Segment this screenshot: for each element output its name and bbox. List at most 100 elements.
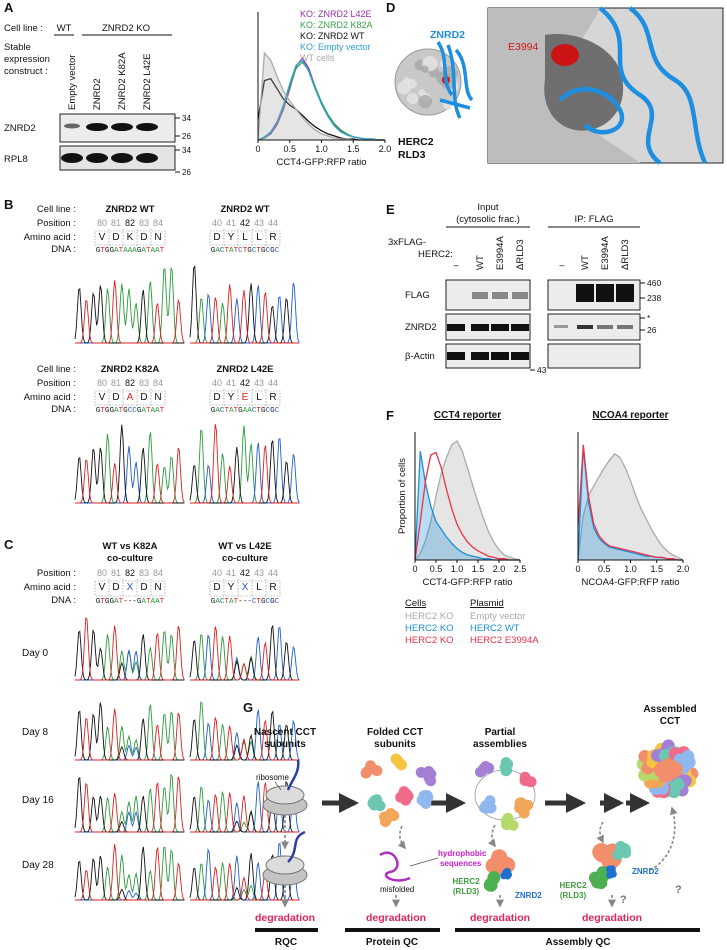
position: 81 — [111, 568, 121, 578]
surface-texture — [421, 65, 429, 73]
sample-title: WT vs L42E — [218, 541, 271, 552]
amino-acid: R — [269, 232, 276, 243]
position: 41 — [226, 378, 236, 388]
amino-acid: X — [127, 582, 134, 593]
stage-title: Assembled — [643, 704, 696, 715]
subunit — [609, 870, 617, 878]
dna-sequence: GACTATCTGCTGCGC — [211, 247, 280, 255]
band — [616, 284, 634, 302]
chromatogram-trace — [190, 284, 300, 344]
position: 83 — [139, 568, 149, 578]
domain-label: HERC2 — [398, 136, 434, 148]
chromatogram-trace — [190, 626, 300, 681]
band — [596, 284, 614, 302]
label: 43 — [537, 365, 547, 375]
annotation: HERC2 — [452, 877, 480, 886]
x-tick-label: 2.5 — [514, 564, 527, 574]
lane-label: WT — [580, 255, 591, 270]
qc-bar — [455, 928, 700, 932]
chart-title: NCOA4 reporter — [592, 410, 668, 421]
position: 84 — [153, 218, 163, 228]
position: 42 — [240, 568, 250, 578]
annotation: ? — [620, 894, 627, 906]
x-tick-label: 2.0 — [379, 144, 392, 154]
pathway-arrow — [596, 821, 604, 844]
label: * — [647, 313, 651, 323]
band — [64, 123, 80, 129]
position: 41 — [226, 218, 236, 228]
lane-label: ZNRD2 K82A — [117, 52, 128, 110]
position: 40 — [212, 218, 222, 228]
stage-title: subunits — [264, 739, 306, 750]
position: 80 — [97, 568, 107, 578]
annotation: (RLD3) — [560, 891, 587, 900]
chromatogram-trace — [190, 717, 300, 761]
label: 3xFLAG- — [388, 237, 426, 248]
row-label: DNA : — [51, 595, 76, 606]
qc-bar — [255, 928, 318, 932]
position: 84 — [153, 568, 163, 578]
ribosome — [265, 785, 305, 805]
series-line — [414, 451, 520, 561]
stage-title: Nascent CCT — [254, 727, 316, 738]
subunit — [523, 775, 535, 787]
group-title: IP: FLAG — [574, 214, 613, 225]
label: HERC2: — [418, 249, 453, 260]
annotation: misfolded — [380, 885, 414, 894]
x-tick-label: 0 — [255, 144, 260, 154]
x-tick-label: 1.5 — [650, 564, 663, 574]
stage-title: subunits — [374, 739, 416, 750]
chromatogram-trace — [75, 266, 185, 344]
dna-sequence: GACTAT---CTGCGC — [211, 598, 280, 606]
subunit — [493, 853, 510, 870]
panel-label: B — [4, 197, 13, 212]
position: 43 — [254, 378, 264, 388]
x-tick-label: 2.0 — [493, 564, 506, 574]
misfolded-chain — [379, 851, 411, 882]
amino-acid: D — [112, 232, 119, 243]
helix — [558, 6, 708, 165]
row-label: Amino acid : — [24, 582, 76, 593]
x-tick-label: 0.5 — [430, 564, 443, 574]
lane-label: ΔRLD3 — [515, 239, 526, 270]
chromatogram-trace — [75, 617, 185, 681]
subunit — [619, 843, 631, 854]
subunit — [365, 760, 376, 772]
legend-header: Cells — [405, 598, 426, 609]
band — [491, 352, 509, 360]
amino-acid: E — [242, 392, 249, 403]
band — [471, 352, 489, 360]
subunit — [683, 756, 696, 769]
legend-entry: WT cells — [300, 53, 335, 63]
sample-title: ZNRD2 WT — [105, 204, 154, 215]
amino-acid: D — [140, 582, 147, 593]
band — [492, 292, 508, 299]
outcome-label: degradation — [255, 912, 315, 924]
row-label: FLAG — [405, 290, 430, 301]
annotation: ribosome — [256, 773, 289, 782]
panel-label: E — [386, 202, 395, 217]
band — [136, 153, 158, 163]
x-tick-label: 1.0 — [451, 564, 464, 574]
sample-title: WT vs K82A — [103, 541, 158, 552]
surface-texture — [418, 94, 432, 109]
label: construct : — [4, 66, 48, 77]
subunit — [485, 802, 497, 814]
legend-entry: HERC2 WT — [470, 623, 520, 634]
row-label: Amino acid : — [24, 392, 76, 403]
annotation: ? — [675, 884, 682, 896]
position: 43 — [254, 568, 264, 578]
amino-acid: Y — [228, 582, 235, 593]
dna-sequence: GTGGATGCCGATAAT — [96, 407, 165, 415]
band — [447, 324, 465, 331]
label: expression — [4, 54, 50, 65]
legend-entry: HERC2 KO — [405, 623, 454, 634]
axis-title: CCT4-GFP:RFP ratio — [422, 577, 512, 588]
legend-entry: KO: ZNRD2 K82A — [300, 20, 373, 30]
subunit — [395, 791, 407, 803]
x-tick-label: 1.0 — [315, 144, 328, 154]
residue-highlight — [551, 44, 579, 66]
lane-label: E3994A — [495, 236, 506, 270]
annotation: HERC2 — [559, 881, 587, 890]
surface-texture — [407, 78, 417, 89]
